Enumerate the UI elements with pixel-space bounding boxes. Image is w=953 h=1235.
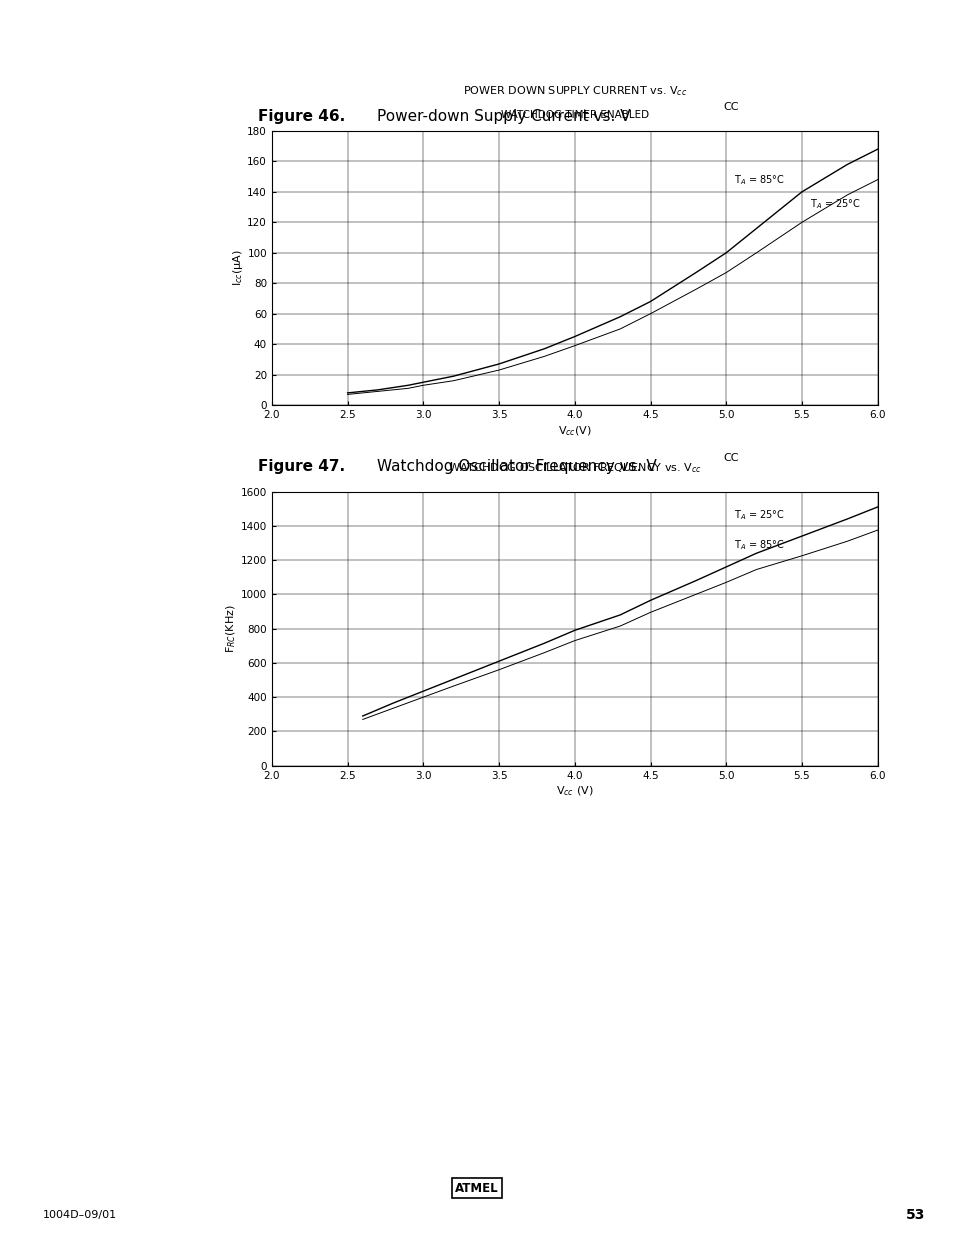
Text: T$_A$ = 85°C: T$_A$ = 85°C xyxy=(733,173,784,186)
Text: AT90S/LS2323/2343: AT90S/LS2323/2343 xyxy=(624,12,934,40)
Text: Power-down Supply Current vs. V: Power-down Supply Current vs. V xyxy=(376,109,630,124)
Text: T$_A$ = 85°C: T$_A$ = 85°C xyxy=(733,538,784,552)
Text: 53: 53 xyxy=(905,1208,924,1223)
X-axis label: V$_{cc}$ (V): V$_{cc}$ (V) xyxy=(556,784,593,798)
Y-axis label: F$_{RC}$(KHz): F$_{RC}$(KHz) xyxy=(224,604,237,653)
Text: T$_A$ = 25°C: T$_A$ = 25°C xyxy=(733,509,784,522)
Text: WATCHDOG OSCILLATOR FREQUENCY vs. V$_{cc}$: WATCHDOG OSCILLATOR FREQUENCY vs. V$_{cc… xyxy=(447,462,701,475)
Text: CC: CC xyxy=(722,453,738,463)
Text: WATCHDOG TIMER ENABLED: WATCHDOG TIMER ENABLED xyxy=(500,110,648,120)
Text: CC: CC xyxy=(722,103,738,112)
Text: Figure 46.: Figure 46. xyxy=(257,109,344,124)
Text: Figure 47.: Figure 47. xyxy=(257,459,344,474)
Text: Watchdog Oscillator Frequency vs. V: Watchdog Oscillator Frequency vs. V xyxy=(376,459,656,474)
Y-axis label: I$_{cc}$(μA): I$_{cc}$(μA) xyxy=(231,249,244,287)
Text: T$_A$ = 25°C: T$_A$ = 25°C xyxy=(809,198,860,211)
Text: POWER DOWN SUPPLY CURRENT vs. V$_{cc}$: POWER DOWN SUPPLY CURRENT vs. V$_{cc}$ xyxy=(462,84,686,98)
Text: ATMEL: ATMEL xyxy=(455,1182,498,1194)
X-axis label: V$_{cc}$(V): V$_{cc}$(V) xyxy=(558,424,591,437)
Text: 1004D–09/01: 1004D–09/01 xyxy=(43,1210,117,1220)
